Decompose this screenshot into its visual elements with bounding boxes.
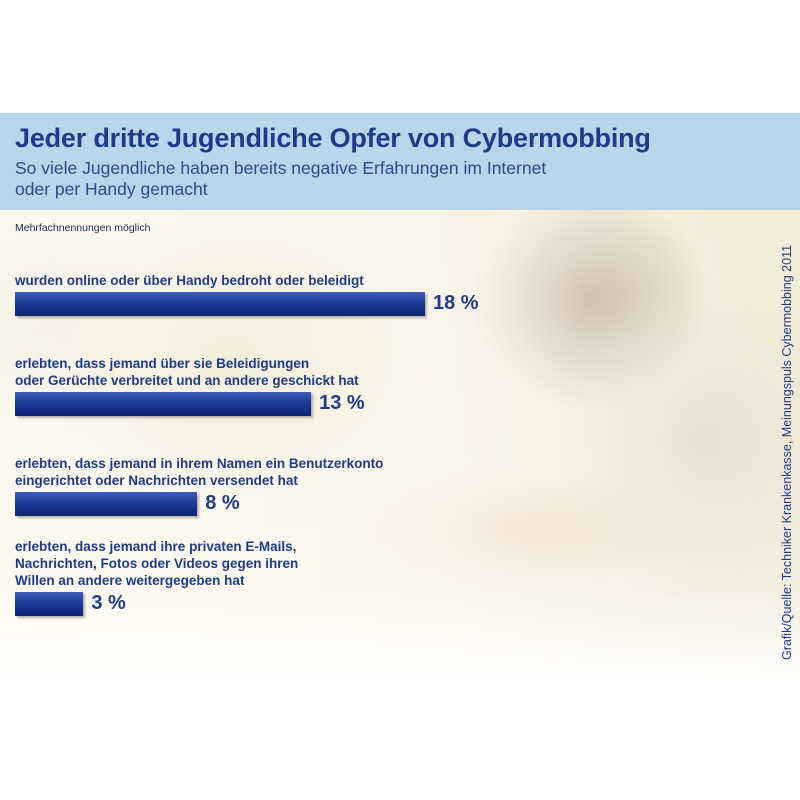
category-label: erlebten, dass jemand ihre privaten E-Ma… <box>15 539 299 588</box>
value-label: 13 % <box>319 392 365 414</box>
value-label: 18 % <box>433 292 479 314</box>
bar <box>15 392 312 416</box>
title-banner <box>0 113 800 210</box>
photo-bottom-fade <box>0 590 800 680</box>
category-label: erlebten, dass jemand über sie Beleidigu… <box>15 356 359 388</box>
source-credit: Grafik/Quelle: Techniker Krankenkasse, M… <box>780 244 794 660</box>
value-label: 3 % <box>91 592 126 614</box>
category-label: wurden online oder über Handy bedroht od… <box>15 273 364 288</box>
bar <box>15 492 198 516</box>
category-label: erlebten, dass jemand in ihrem Namen ein… <box>15 456 384 488</box>
multiple-answers-note: Mehrfachnennungen möglich <box>15 222 151 234</box>
background-photo <box>0 210 800 680</box>
chart-title: Jeder dritte Jugendliche Opfer von Cyber… <box>15 123 651 153</box>
chart-subtitle: So viele Jugendliche haben bereits negat… <box>15 158 547 199</box>
value-label: 8 % <box>205 492 240 514</box>
bar <box>15 592 84 616</box>
bar <box>15 292 425 316</box>
